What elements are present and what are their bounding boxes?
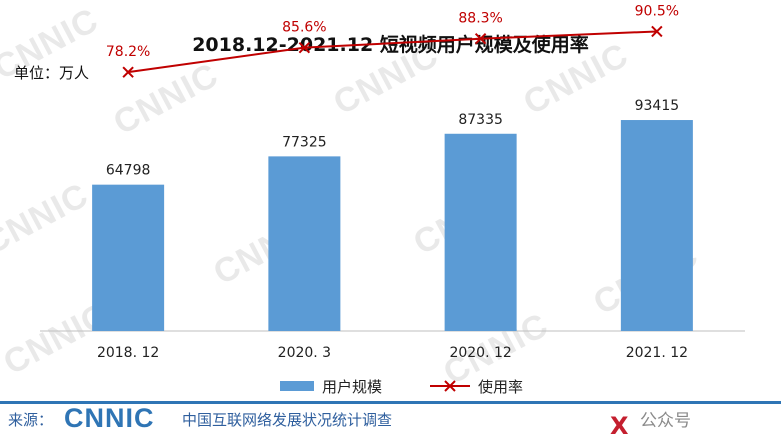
brand-logo: X	[610, 412, 629, 440]
bar	[268, 156, 341, 331]
x-tick-label: 2020. 12	[449, 345, 511, 361]
legend-swatch-bar	[280, 381, 314, 391]
x-tick-label: 2021. 12	[626, 345, 688, 361]
source-label: 来源：	[8, 411, 54, 429]
rate-point	[298, 41, 311, 54]
rate-point	[651, 25, 663, 38]
cnnic-logo: CNNIC	[64, 403, 155, 433]
rate-value-label: 85.6%	[282, 20, 326, 36]
legend-label-bar: 用户规模	[322, 378, 382, 396]
rate-line	[127, 30, 657, 74]
bar	[620, 120, 693, 332]
rate-point	[122, 66, 134, 78]
legend-label-line: 使用率	[478, 378, 523, 396]
rate-value-label: 78.2%	[106, 44, 150, 60]
bar-value-label: 77325	[282, 134, 327, 150]
footer-divider	[0, 401, 781, 404]
unit-label: 单位：万人	[14, 64, 90, 82]
wechat-badge: 公众号	[640, 411, 691, 431]
x-tick-label: 2018. 12	[97, 345, 159, 361]
bar-value-label: 93415	[635, 98, 680, 114]
source-organization: 中国互联网络发展状况统计调查	[182, 411, 393, 429]
chart-area: 64798 2018. 12 77325 2020. 3 87335 2020. 12 93…	[40, 3, 745, 396]
bar-value-label: 64798	[106, 163, 151, 179]
bar-value-label: 87335	[458, 112, 503, 128]
x-tick-label: 2020. 3	[278, 345, 331, 361]
rate-value-label: 88.3%	[458, 11, 502, 27]
bar	[444, 133, 517, 331]
rate-value-label: 90.5%	[635, 3, 679, 19]
legend-marker	[444, 380, 456, 392]
rate-point	[474, 33, 487, 45]
chart-title: 2018.12-2021.12 短视频用户规模及使用率	[192, 34, 589, 56]
bar	[92, 184, 165, 331]
